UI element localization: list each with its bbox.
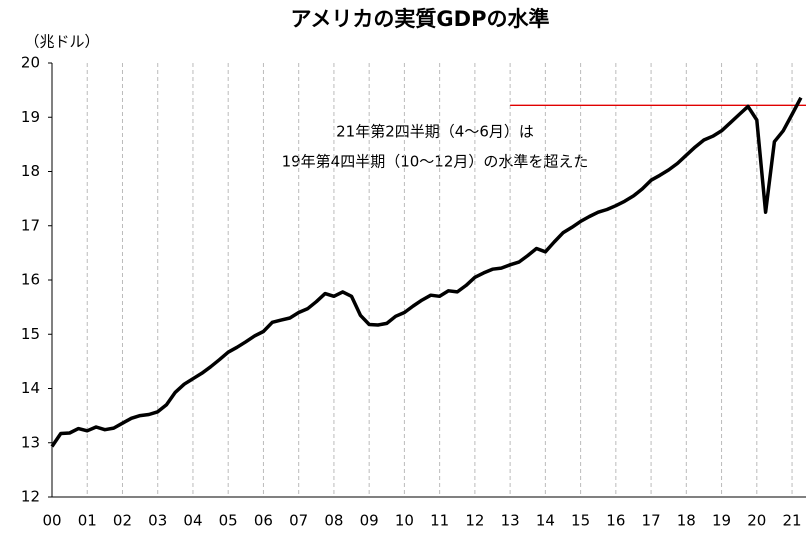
- x-tick-label: 00: [42, 512, 61, 530]
- x-tick-label: 04: [183, 512, 202, 530]
- x-tick-label: 07: [289, 512, 308, 530]
- x-tick-label: 11: [430, 512, 449, 530]
- x-tick-label: 03: [148, 512, 167, 530]
- x-tick-label: 13: [501, 512, 520, 530]
- x-tick-label: 20: [747, 512, 766, 530]
- x-tick-label: 18: [677, 512, 696, 530]
- annotation: 21年第2四半期（4～6月）は: [336, 123, 534, 141]
- x-tick-label: 02: [113, 512, 132, 530]
- y-tick-label: 20: [21, 54, 40, 72]
- x-tick-label: 15: [571, 512, 590, 530]
- y-tick-label: 13: [21, 433, 40, 451]
- x-tick-label: 17: [642, 512, 661, 530]
- data-line: [50, 96, 803, 448]
- annotation: 19年第4四半期（10～12月）の水準を超えた: [282, 153, 589, 171]
- y-tick-label: 18: [21, 162, 40, 180]
- x-tick-label: 06: [254, 512, 273, 530]
- x-tick-label: 19: [712, 512, 731, 530]
- x-tick-label: 09: [360, 512, 379, 530]
- y-tick-label: 15: [21, 325, 40, 343]
- x-tick-label: 21: [782, 512, 801, 530]
- x-tick-label: 01: [78, 512, 97, 530]
- chart-title: アメリカの実質GDPの水準: [290, 7, 549, 31]
- x-tick-label: 08: [324, 512, 343, 530]
- y-tick-label: 17: [21, 216, 40, 234]
- x-tick-label: 05: [219, 512, 238, 530]
- y-axis-label: （兆ドル）: [24, 33, 99, 51]
- y-tick-label: 19: [21, 108, 40, 126]
- x-tick-label: 14: [536, 512, 555, 530]
- y-tick-label: 12: [21, 488, 40, 506]
- y-tick-label: 14: [21, 379, 40, 397]
- x-tick-label: 16: [606, 512, 625, 530]
- x-tick-label: 10: [395, 512, 414, 530]
- y-tick-label: 16: [21, 271, 40, 289]
- x-tick-label: 12: [465, 512, 484, 530]
